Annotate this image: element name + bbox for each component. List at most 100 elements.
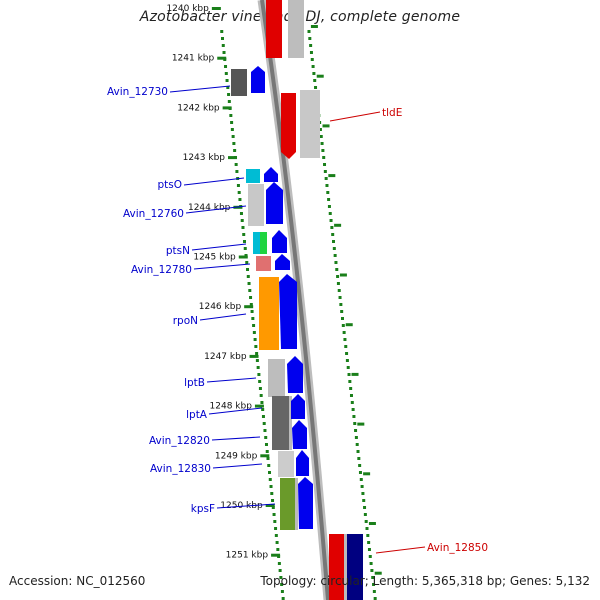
axis-dot (256, 366, 260, 369)
gene-label-right[interactable]: Avin_12850 (427, 542, 488, 554)
axis-dot (356, 450, 360, 453)
axis-dot (238, 198, 242, 201)
gene-block-avin-12780[interactable] (256, 256, 271, 271)
axis-dot (311, 65, 315, 68)
axis-major-tick (271, 553, 281, 557)
axis-dot (308, 37, 312, 40)
gene-label-left[interactable]: rpoN (173, 315, 198, 327)
axis-dot (280, 590, 284, 593)
gene-block-kpsf[interactable] (280, 478, 295, 530)
axis-dot (321, 149, 325, 152)
gene-arrow-lpta[interactable] (291, 394, 305, 419)
axis-dot (338, 296, 342, 299)
axis-major-tick (351, 372, 359, 376)
axis-dot (363, 506, 367, 509)
axis-dot (314, 86, 318, 89)
gene-label-leader (199, 313, 247, 321)
gene-label-left[interactable]: Avin_12780 (131, 264, 192, 276)
gene-label-right[interactable]: tldE (382, 107, 402, 119)
axis-dot (229, 114, 233, 117)
axis-dot (313, 79, 317, 82)
gene-label-left[interactable]: lptA (186, 409, 208, 421)
gene-arrow-avin-12780[interactable] (275, 254, 290, 270)
axis-dot (351, 408, 355, 411)
gene-label-leader (329, 111, 381, 122)
axis-dot (267, 464, 271, 467)
kbp-scale-labels: 1240 kbp 1241 kbp 1242 kbp 1243 kbp 1244 kbp… (166, 4, 281, 561)
gene-arrow-lptb[interactable] (287, 356, 303, 393)
axis-dot (251, 317, 255, 320)
axis-major-tick (260, 454, 270, 458)
axis-dot (248, 289, 252, 292)
gene-arrow-avin-12820[interactable] (292, 420, 307, 449)
axis-dot (345, 359, 349, 362)
axis-major-tick (316, 74, 324, 78)
gene-arrow-rpon[interactable] (279, 274, 297, 349)
axis-dot (319, 135, 323, 138)
axis-dot (350, 401, 354, 404)
gene-block-lptb[interactable] (268, 359, 285, 397)
axis-dot (260, 401, 264, 404)
gene-arrow-ptso[interactable] (264, 167, 278, 182)
accession-text: Accession: NC_012560 (9, 574, 146, 588)
axis-dot (372, 583, 376, 586)
gene-arrow-tlde[interactable] (281, 93, 296, 159)
gene-block-avin-12850[interactable] (329, 534, 344, 600)
gene-block-ptsn[interactable] (253, 232, 260, 254)
axis-dot (328, 212, 332, 215)
axis-dot (221, 44, 225, 47)
gene-label-left[interactable]: kpsF (191, 503, 215, 515)
gene-block-lpta[interactable] (272, 396, 289, 450)
axis-dot (360, 485, 364, 488)
axis-dot (366, 534, 370, 537)
axis-dot (364, 520, 368, 523)
axis-dot (275, 541, 279, 544)
gene-block[interactable] (288, 0, 304, 58)
gene-label-left[interactable]: ptsO (157, 179, 182, 191)
axis-dot (274, 527, 278, 530)
axis-dot (333, 254, 337, 257)
gene-arrow-avin-12830[interactable] (296, 450, 309, 476)
axis-dot (373, 597, 377, 600)
right-gene-labels: tldE Avin_12850 (329, 107, 488, 554)
axis-dot (367, 548, 371, 551)
gene-label-left[interactable]: ptsN (166, 245, 190, 257)
axis-dot (370, 569, 374, 572)
gene-arrow-avin-12760[interactable] (266, 182, 283, 224)
axis-dot (320, 142, 324, 145)
axis-dot (281, 597, 285, 600)
axis-dot (349, 387, 353, 390)
axis-major-tick (368, 522, 376, 525)
gene-block-avin-12730[interactable] (231, 69, 247, 96)
axis-dot (224, 65, 228, 68)
gene-block-tlde[interactable] (300, 90, 320, 158)
axis-dot (339, 303, 343, 306)
gene-label-leader (191, 243, 247, 251)
gene-block-avin-12760[interactable] (248, 184, 264, 226)
axis-dot (262, 422, 266, 425)
axis-major-tick (222, 106, 232, 110)
axis-dot (271, 499, 275, 502)
axis-dot (222, 51, 226, 54)
gene-label-left[interactable]: Avin_12760 (123, 208, 184, 220)
gene-block-ptsn[interactable] (260, 232, 267, 254)
gene-label-left[interactable]: Avin_12820 (149, 435, 210, 447)
axis-dot (220, 30, 224, 33)
kbp-tick-label: 1243 kbp (183, 153, 226, 163)
gene-label-left[interactable]: Avin_12730 (107, 86, 168, 98)
axis-dot (240, 219, 244, 222)
gene-block-avin-12830[interactable] (278, 451, 294, 477)
axis-dot (340, 310, 344, 313)
gene-arrow-ptsn[interactable] (272, 230, 287, 253)
gene-arrow-avin-12730[interactable] (251, 66, 265, 93)
gene-block-ptso[interactable] (246, 169, 260, 183)
gene-block[interactable] (266, 0, 282, 58)
gene-label-left[interactable]: lptB (184, 377, 205, 389)
kbp-tick-label: 1241 kbp (172, 54, 215, 64)
gene-label-left[interactable]: Avin_12830 (150, 463, 211, 475)
gene-block-rpon[interactable] (259, 277, 279, 350)
gene-arrow-kpsf[interactable] (298, 477, 313, 529)
axis-dot (322, 156, 326, 159)
gene-block-avin-12850[interactable] (347, 534, 363, 600)
